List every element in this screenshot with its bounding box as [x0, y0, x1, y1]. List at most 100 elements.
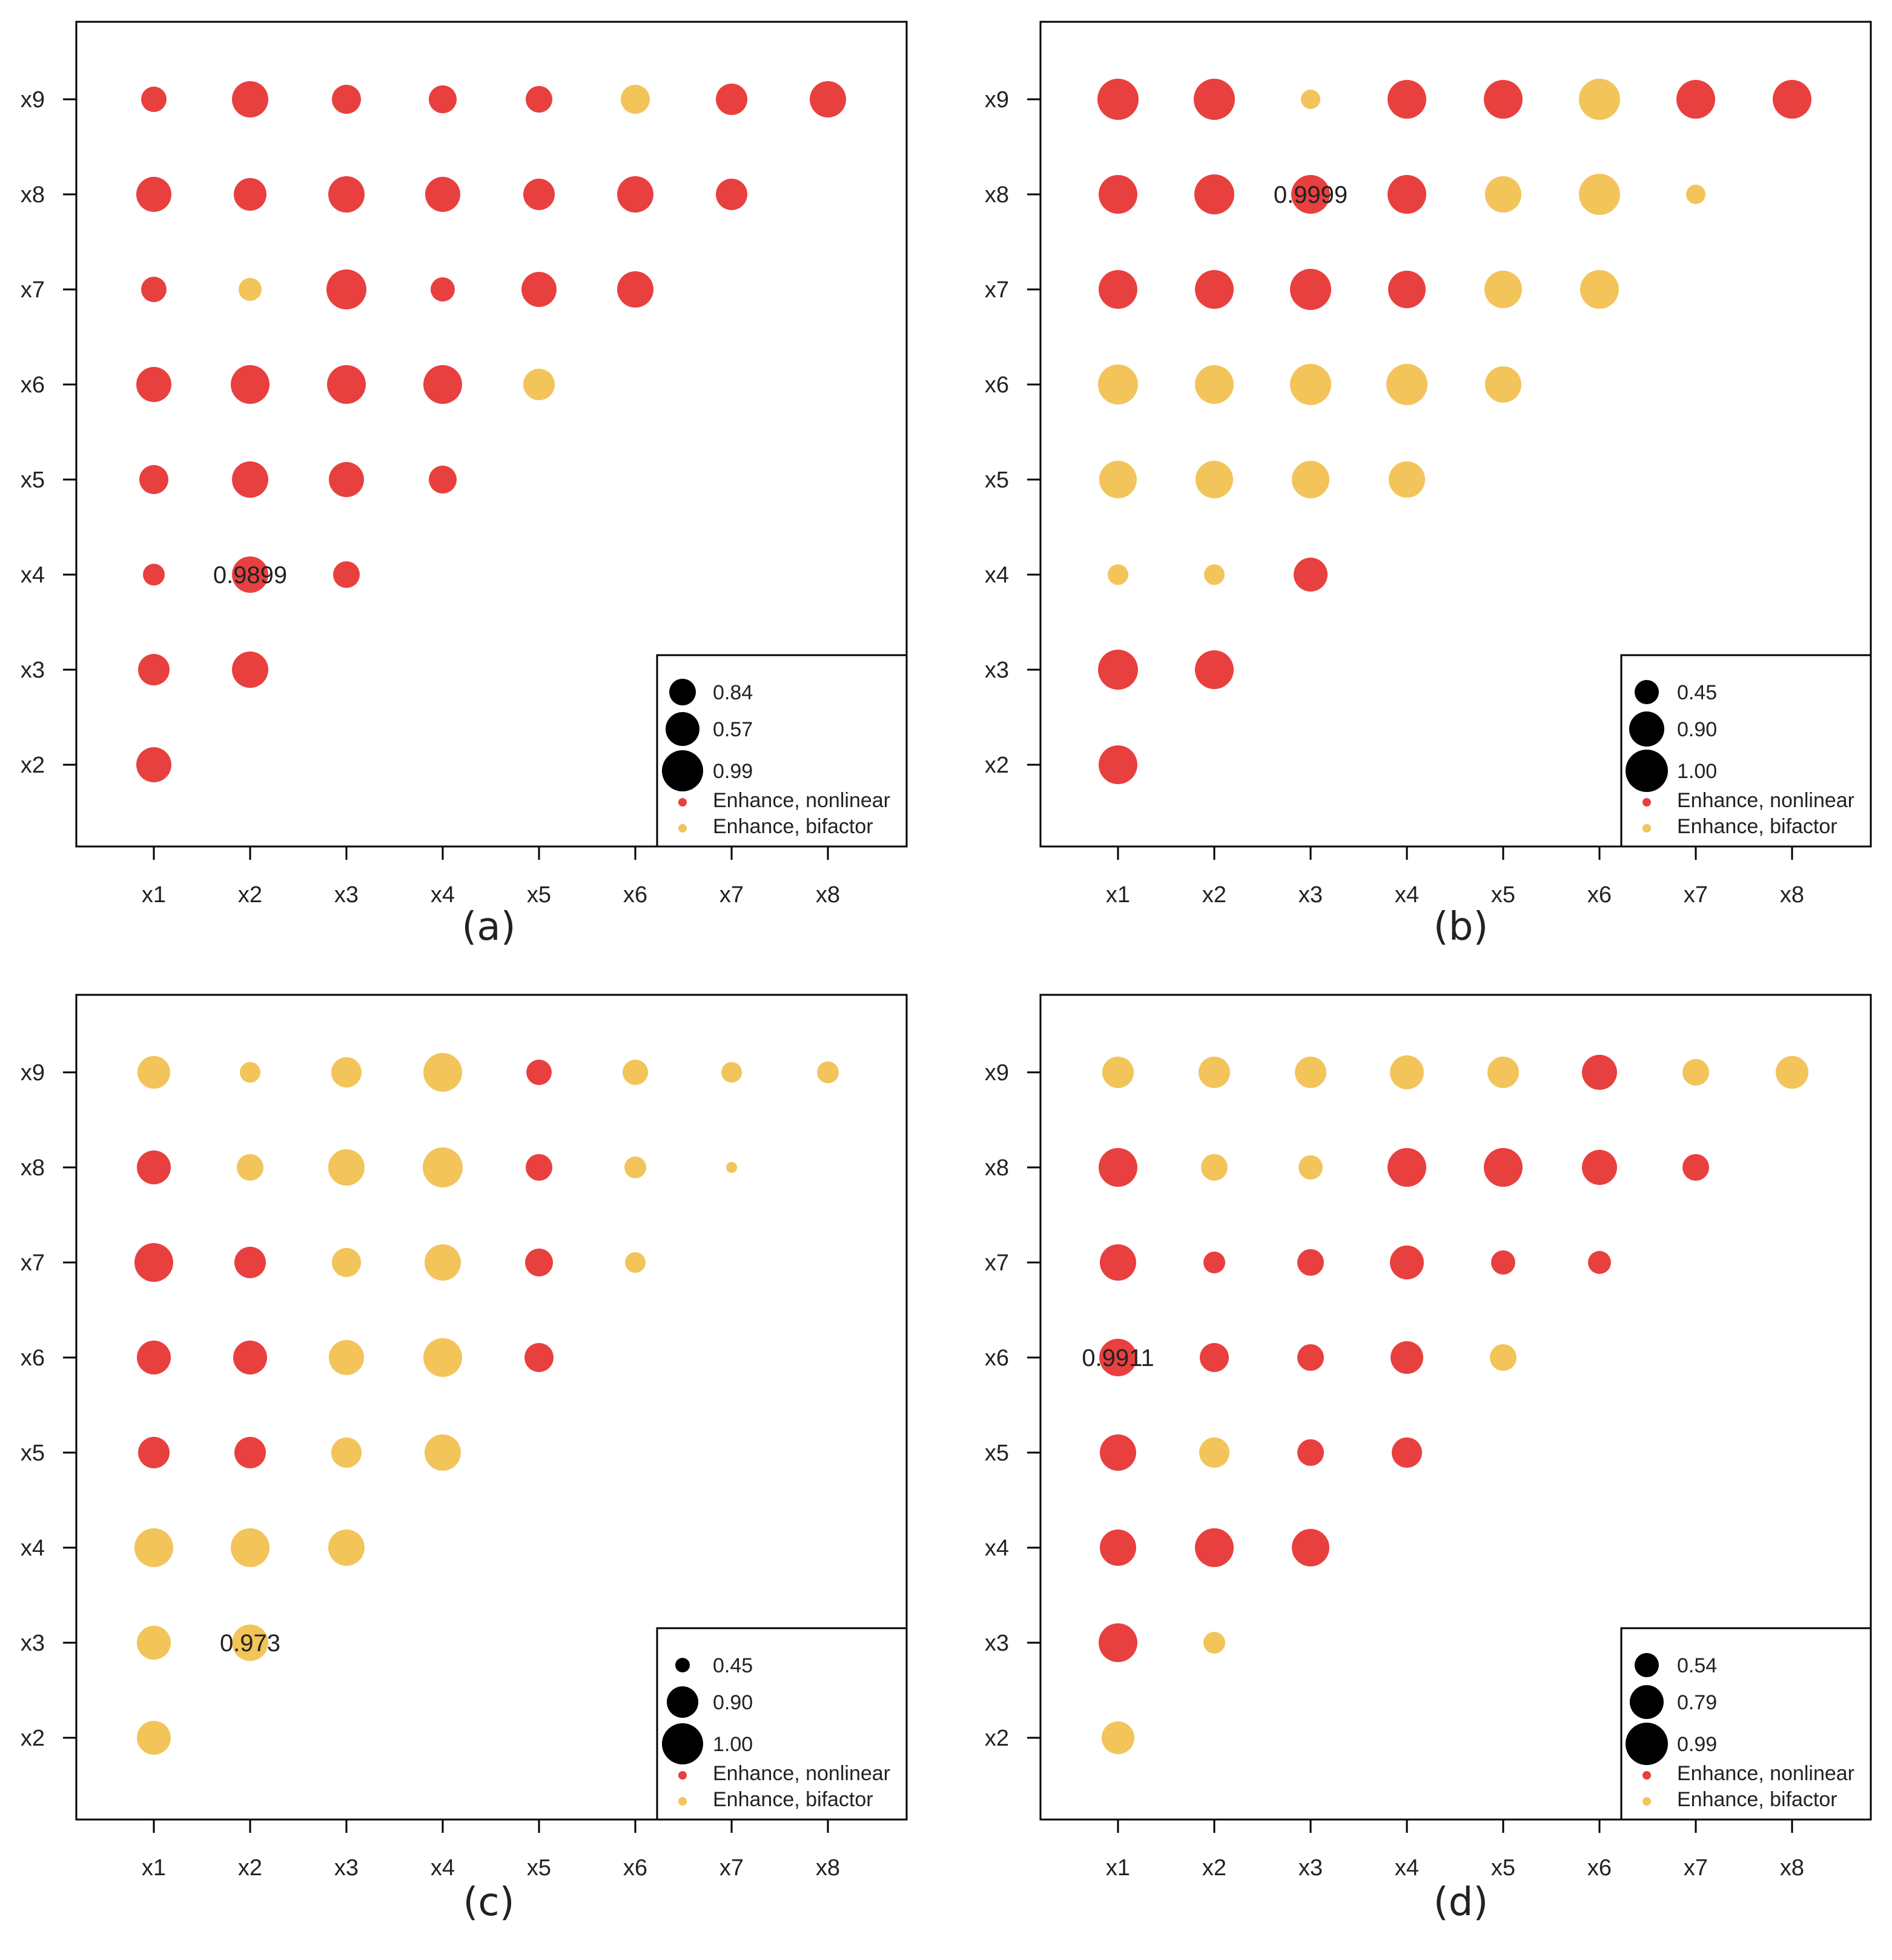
- x-tick-label: x8: [1780, 882, 1804, 908]
- data-point-nonlinear: [525, 1249, 553, 1276]
- data-point-bifactor: [1298, 1155, 1323, 1180]
- panel-label: (d): [1434, 1880, 1489, 1925]
- panel-label: (b): [1434, 905, 1489, 949]
- y-tick-label: x7: [21, 1250, 45, 1276]
- legend-size-label: 0.54: [1677, 1654, 1717, 1677]
- x-tick-label: x8: [816, 882, 840, 908]
- chart-panel-2: x1 x2 x3 x4 x5 x6 x7 x8 x2 x3 x4 x5 x6 x7 x8 x9 0.973 0.4…: [21, 994, 908, 1925]
- legend-size-marker: [1635, 680, 1659, 704]
- x-tick-label: x5: [527, 882, 551, 908]
- legend-color-label: Enhance, bifactor: [713, 815, 873, 838]
- legend-size-label: 0.84: [713, 681, 753, 704]
- data-point-nonlinear: [429, 85, 457, 113]
- data-point-bifactor: [1108, 564, 1128, 585]
- data-point-nonlinear: [1099, 270, 1137, 309]
- legend: 0.54 0.79 0.99 Enhance, nonlinear Enhance, b…: [1620, 1627, 1872, 1821]
- x-tick-label: x5: [1491, 1855, 1515, 1881]
- x-tick-label: x2: [1202, 882, 1226, 908]
- legend-color-label: Enhance, bifactor: [1677, 1788, 1837, 1811]
- data-point-nonlinear: [138, 1437, 170, 1468]
- data-point-nonlinear: [1099, 175, 1137, 214]
- y-tick-label: x9: [985, 87, 1009, 113]
- legend-color-marker-nonlinear: [1642, 798, 1651, 807]
- data-point-nonlinear: [526, 86, 552, 113]
- data-point-nonlinear: [521, 272, 557, 307]
- data-point-nonlinear: [617, 271, 653, 308]
- plot-frame: [1039, 994, 1872, 1821]
- x-tick-label: x3: [334, 882, 359, 908]
- data-point-nonlinear: [1100, 1434, 1136, 1471]
- data-point-nonlinear: [716, 179, 747, 210]
- data-point-nonlinear: [1297, 1439, 1324, 1466]
- data-point-nonlinear: [1097, 79, 1139, 120]
- data-point-bifactor: [1102, 1721, 1134, 1754]
- data-point-nonlinear: [136, 177, 171, 212]
- x-tick-label: x1: [142, 882, 166, 908]
- data-point-nonlinear: [1392, 1437, 1422, 1468]
- data-point-nonlinear: [233, 1341, 267, 1374]
- data-point-nonlinear: [1100, 1244, 1136, 1281]
- data-point-bifactor: [328, 1149, 365, 1186]
- panel-label: (a): [461, 905, 515, 949]
- data-point-nonlinear: [141, 87, 167, 112]
- legend-size-marker: [675, 1658, 690, 1672]
- data-point-nonlinear: [1582, 1055, 1617, 1090]
- y-tick-label: x5: [21, 1440, 45, 1466]
- data-point-bifactor: [1389, 461, 1425, 498]
- data-point-bifactor: [239, 278, 262, 301]
- y-tick-label: x6: [21, 1345, 45, 1371]
- x-tick-label: x4: [1395, 1855, 1419, 1881]
- x-tick-label: x3: [1298, 1855, 1323, 1881]
- data-point-nonlinear: [232, 81, 268, 117]
- x-tick-label: x7: [1684, 1855, 1708, 1881]
- data-point-nonlinear: [332, 85, 361, 114]
- data-point-bifactor: [331, 1437, 362, 1468]
- x-tick-label: x1: [1106, 882, 1130, 908]
- data-point-bifactor: [1580, 270, 1619, 309]
- data-point-bifactor: [817, 1061, 839, 1083]
- data-point-nonlinear: [137, 1341, 171, 1374]
- data-point-bifactor: [1199, 1437, 1229, 1468]
- data-point-nonlinear: [326, 269, 366, 309]
- y-tick-label: x6: [985, 372, 1009, 398]
- y-tick-label: x8: [21, 182, 45, 208]
- data-point-nonlinear: [137, 1150, 171, 1184]
- legend-size-marker: [669, 679, 696, 705]
- legend-color-marker-nonlinear: [678, 1771, 687, 1780]
- x-tick-label: x6: [623, 1855, 647, 1881]
- y-tick-label: x8: [985, 182, 1009, 208]
- data-point-nonlinear: [1773, 80, 1811, 119]
- plot-frame: [75, 21, 908, 848]
- legend-size-marker: [1626, 750, 1668, 792]
- data-point-nonlinear: [425, 177, 460, 212]
- legend-size-marker: [1630, 1685, 1664, 1719]
- legend-box: [1620, 1627, 1872, 1821]
- y-tick-label: x5: [985, 467, 1009, 493]
- data-point-bifactor: [1579, 79, 1620, 120]
- x-tick-label: x8: [816, 1855, 840, 1881]
- data-point-bifactor: [329, 1340, 364, 1375]
- y-tick-label: x4: [985, 563, 1009, 588]
- data-point-bifactor: [1099, 461, 1137, 498]
- data-point-nonlinear: [1588, 1251, 1611, 1274]
- chart-panel-0: x1 x2 x3 x4 x5 x6 x7 x8 x2 x3 x4 x5 x6 x7 x8 x9 0.9899 0.…: [21, 21, 908, 949]
- legend-size-marker: [662, 750, 703, 791]
- legend-size-label: 1.00: [1677, 760, 1717, 783]
- x-tick-label: x1: [1106, 1855, 1130, 1881]
- data-point-bifactor: [523, 369, 555, 400]
- data-point-nonlinear: [1388, 1148, 1426, 1187]
- data-point-bifactor: [1301, 90, 1320, 109]
- panel-label: (c): [463, 1880, 514, 1925]
- data-point-nonlinear: [1291, 175, 1330, 214]
- data-point-bifactor: [623, 1060, 648, 1085]
- data-point-bifactor: [1490, 1344, 1517, 1371]
- legend-color-marker-nonlinear: [678, 798, 687, 807]
- legend: 0.45 0.90 1.00 Enhance, nonlinear Enhance, b…: [656, 1627, 908, 1821]
- x-tick-label: x7: [719, 882, 744, 908]
- x-tick-label: x4: [1395, 882, 1419, 908]
- legend-color-marker-bifactor: [1642, 824, 1651, 833]
- data-point-nonlinear: [1676, 80, 1715, 119]
- data-point-bifactor: [1204, 564, 1225, 585]
- legend-color-label: Enhance, nonlinear: [713, 1762, 890, 1785]
- data-point-nonlinear: [231, 365, 270, 404]
